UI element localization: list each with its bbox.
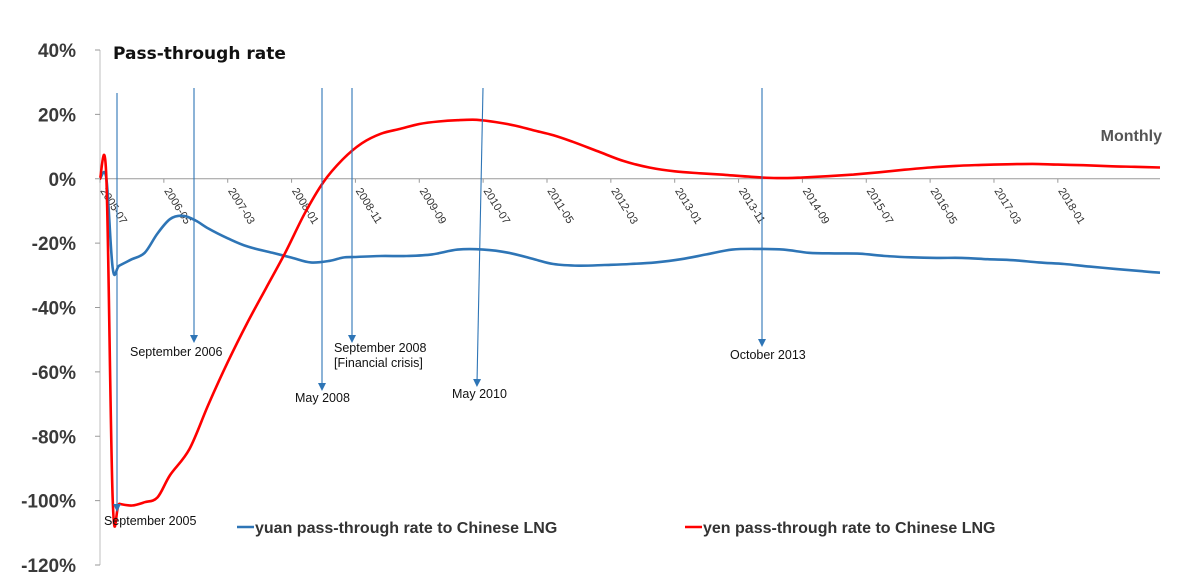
y-tick-label: -20% (32, 234, 76, 255)
y-tick-label: 20% (38, 105, 76, 126)
x-tick-label: 2018-01 (1055, 186, 1087, 227)
legend-label-yuan: yuan pass-through rate to Chinese LNG (255, 520, 557, 537)
annotation-label: September 2008 (334, 341, 426, 355)
x-tick-label: 2013-01 (672, 186, 704, 227)
y-tick-label: -80% (32, 427, 76, 448)
series-line-yen (98, 118, 1161, 528)
y-tick-label: 0% (49, 170, 77, 191)
y-tick-label: -60% (32, 363, 76, 384)
legend-label-yen: yen pass-through rate to Chinese LNG (703, 520, 995, 537)
x-tick-label: 2012-03 (608, 186, 640, 227)
annotation-label: May 2008 (295, 391, 350, 405)
x-tick-label: 2007-03 (225, 186, 257, 227)
y-tick-label: -40% (32, 299, 76, 320)
x-tick-label: 2010-07 (481, 186, 513, 227)
annotation-arrow (473, 87, 484, 387)
x-tick-label: 2017-03 (991, 186, 1023, 227)
annotation-label: May 2010 (452, 387, 507, 401)
annotation-label: September 2005 (104, 514, 196, 528)
series-layer (98, 118, 1161, 528)
x-tick-label: 2008-11 (353, 186, 384, 226)
x-tick-label: 2016-05 (928, 186, 960, 227)
x-tick-label: 2011-05 (544, 186, 575, 226)
y-tick-label: 40% (38, 41, 76, 62)
x-tick-label: 2005-07 (97, 186, 129, 227)
legend: yuan pass-through rate to Chinese LNG ye… (237, 520, 995, 537)
frequency-label: Monthly (1101, 128, 1162, 145)
annotation-label: [Financial crisis] (334, 356, 423, 370)
annotation-label: September 2006 (130, 345, 222, 359)
chart-title: Pass-through rate (113, 44, 286, 64)
annotation-label: October 2013 (730, 348, 806, 362)
x-tick-label: 2015-07 (864, 186, 896, 227)
x-tick-label: 2014-09 (800, 186, 832, 227)
y-tick-label: -120% (21, 556, 76, 577)
axes-layer: 40% 20% 0% -20% -40% -60% -80% -100% -120% 2005-0… (21, 41, 1160, 577)
y-tick-label: -100% (21, 492, 76, 513)
x-tick-label: 2006-05 (161, 186, 193, 227)
annotation-layer: September 2005 September 2006 May 2008 Sept… (104, 87, 806, 528)
series-line-yuan (98, 170, 1161, 277)
x-tick-label: 2009-09 (417, 186, 449, 227)
